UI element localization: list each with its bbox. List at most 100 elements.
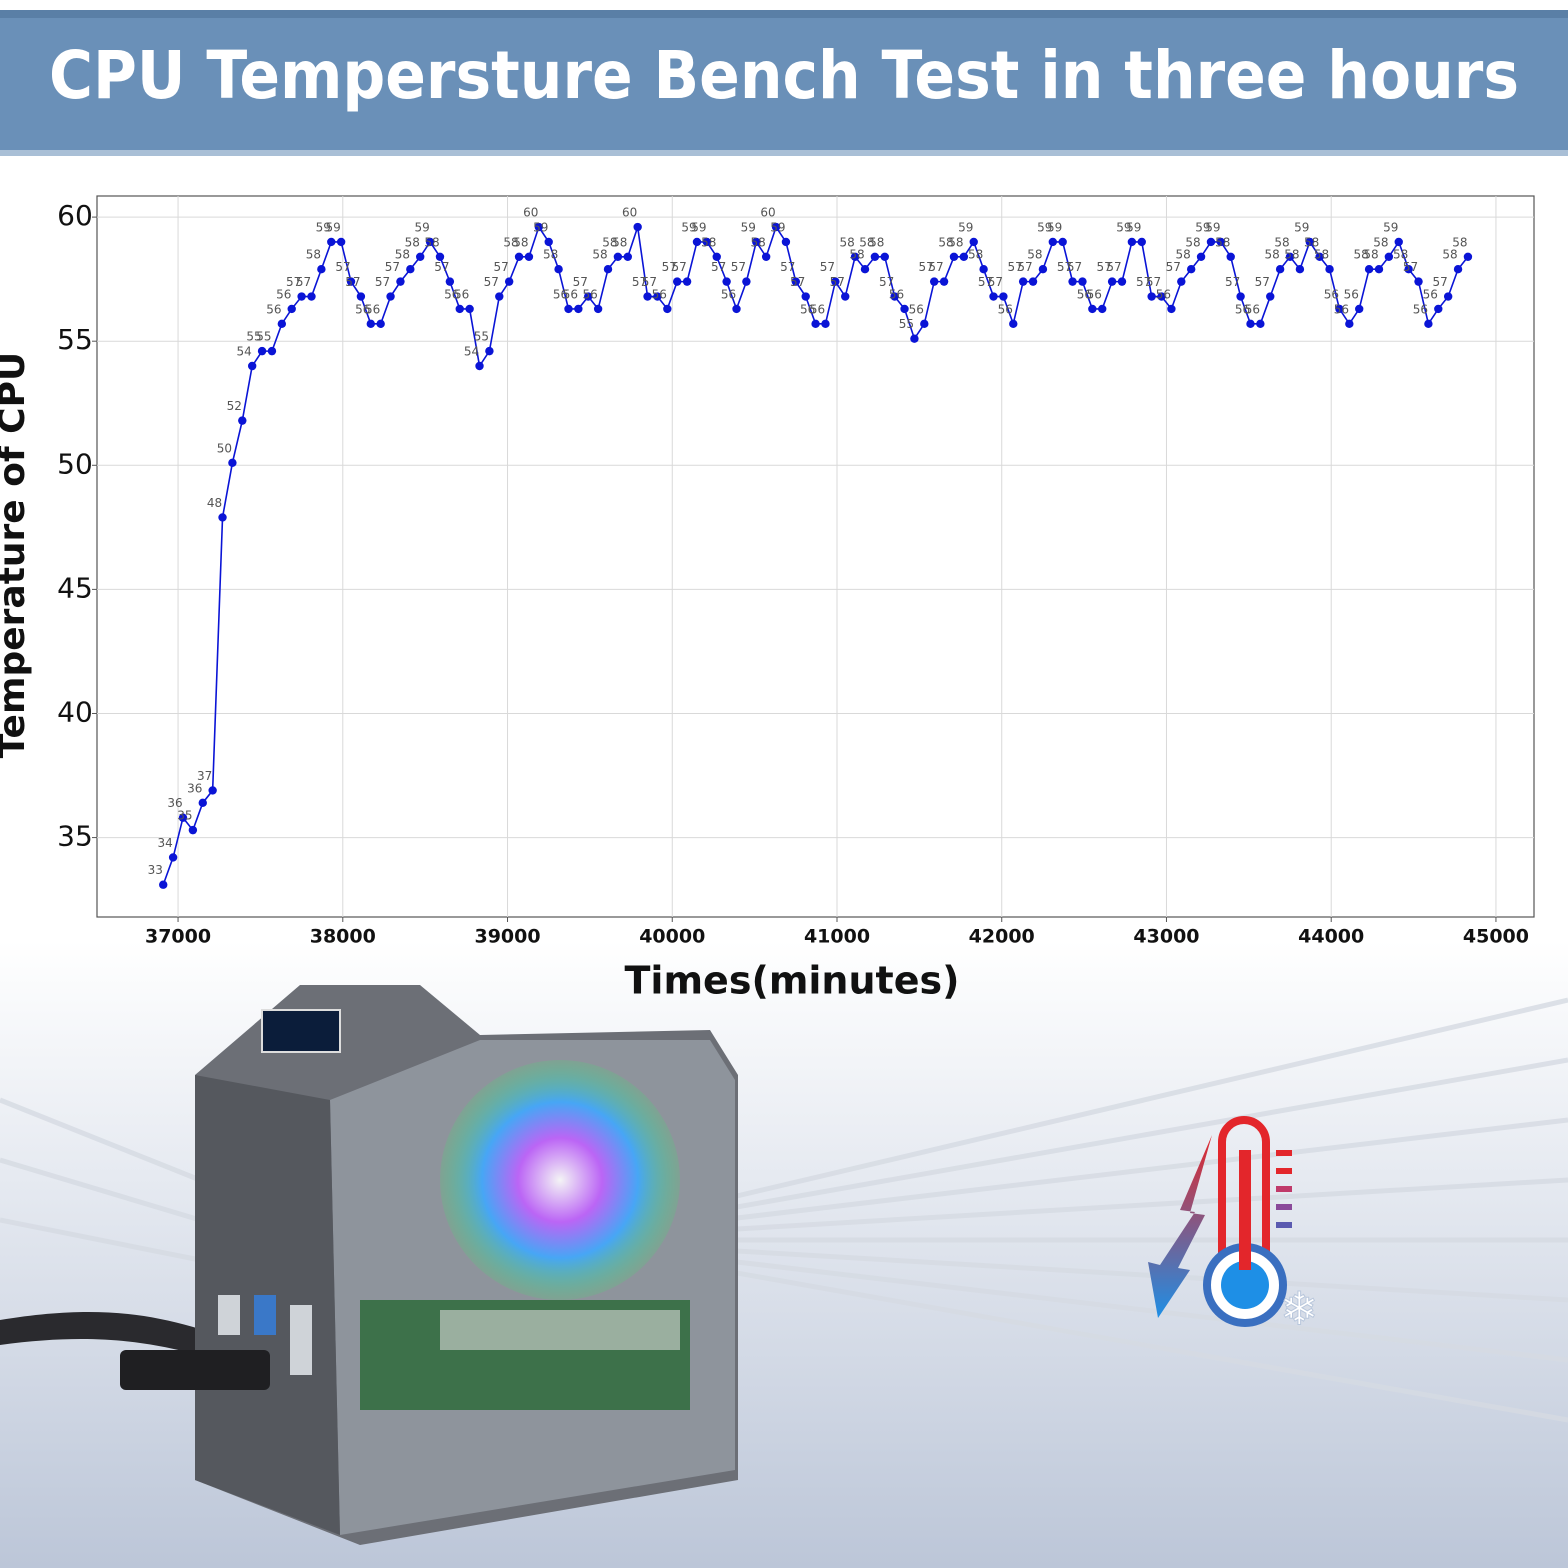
data-label: 56: [1344, 287, 1359, 301]
data-point: [979, 265, 988, 274]
x-tick-label: 45000: [1463, 926, 1529, 948]
y-axis-label: Temperature of CPU: [0, 352, 33, 758]
data-label: 58: [839, 235, 854, 249]
data-point: [702, 237, 712, 247]
data-point: [1295, 265, 1305, 274]
data-label: 50: [217, 441, 232, 455]
data-label: 59: [325, 220, 340, 234]
data-label: 60: [523, 206, 538, 220]
data-label: 58: [602, 235, 617, 249]
data-label: 57: [296, 275, 311, 289]
x-tick-label: 42000: [969, 926, 1035, 948]
data-label: 57: [1067, 260, 1082, 274]
data-label: 58: [1274, 235, 1289, 249]
data-point: [1127, 237, 1137, 247]
data-label: 59: [1037, 220, 1052, 234]
data-label: 56: [652, 287, 667, 301]
data-point: [593, 304, 603, 314]
data-label: 58: [1284, 248, 1299, 262]
data-point: [425, 237, 435, 247]
data-label: 35: [177, 809, 192, 823]
data-point: [603, 265, 613, 274]
plot-area: [96, 195, 1535, 918]
data-point: [514, 252, 524, 262]
data-label: 56: [1077, 287, 1092, 301]
data-label: 57: [1225, 275, 1240, 289]
data-point: [801, 292, 810, 301]
data-point: [722, 277, 731, 286]
data-point: [1028, 277, 1038, 286]
data-label: 54: [464, 345, 479, 359]
air-streaks: [0, 997, 1568, 1423]
data-point: [900, 304, 909, 314]
data-label: 59: [681, 220, 696, 234]
data-point: [584, 292, 593, 301]
data-label: 57: [731, 260, 746, 274]
data-label: 58: [503, 235, 518, 249]
data-label: 60: [760, 206, 775, 220]
snowflake: ❄: [1280, 1282, 1319, 1336]
data-label: 59: [1116, 220, 1131, 234]
data-label: 55: [246, 330, 261, 344]
data-point: [336, 237, 346, 247]
x-tick-label: 43000: [1133, 926, 1199, 948]
data-label: 57: [1146, 275, 1161, 289]
data-label: 57: [662, 260, 677, 274]
data-point: [623, 252, 632, 262]
data-label: 57: [879, 275, 894, 289]
data-label: 58: [968, 248, 983, 262]
data-point: [455, 304, 464, 314]
data-label: 54: [237, 345, 252, 359]
data-label: 59: [958, 220, 973, 234]
x-tick-label: 39000: [474, 926, 540, 948]
data-point: [257, 346, 267, 356]
data-point: [841, 292, 850, 301]
data-label: 57: [434, 260, 449, 274]
data-point: [831, 277, 840, 286]
data-point: [821, 319, 830, 329]
data-label: 58: [849, 248, 864, 262]
data-label: 58: [1393, 248, 1408, 262]
data-point: [465, 304, 474, 314]
data-label: 58: [1264, 248, 1279, 262]
data-label: 33: [148, 863, 163, 877]
data-point: [860, 265, 870, 274]
data-label: 58: [869, 235, 884, 249]
data-label: 57: [1403, 260, 1418, 274]
data-label: 58: [751, 235, 766, 249]
data-label: 58: [1442, 248, 1457, 262]
data-point: [475, 361, 484, 371]
data-point: [297, 292, 306, 301]
data-label: 58: [701, 235, 716, 249]
data-label: 57: [671, 260, 686, 274]
data-label: 59: [316, 220, 331, 234]
data-label: 58: [1176, 248, 1191, 262]
data-label: 58: [513, 235, 528, 249]
data-point: [682, 277, 692, 286]
data-point: [1364, 265, 1374, 274]
data-label: 57: [1106, 260, 1121, 274]
data-label: 56: [800, 302, 815, 316]
data-label: 56: [810, 302, 825, 316]
data-label: 59: [1294, 220, 1309, 234]
data-point: [267, 346, 277, 356]
data-point: [1434, 304, 1443, 314]
data-label: 58: [543, 248, 558, 262]
data-label: 57: [484, 275, 499, 289]
data-point: [890, 292, 899, 301]
data-label: 55: [474, 330, 489, 344]
data-label: 36: [167, 796, 182, 810]
data-label: 56: [1334, 302, 1349, 316]
data-point: [366, 319, 375, 329]
data-label: 57: [335, 260, 350, 274]
data-label: 55: [256, 330, 271, 344]
data-label: 56: [909, 302, 924, 316]
data-label: 57: [1166, 260, 1181, 274]
data-label: 57: [978, 275, 993, 289]
data-point: [781, 237, 791, 247]
data-point: [327, 237, 336, 247]
data-label: 58: [424, 235, 439, 249]
data-point: [218, 513, 227, 522]
data-label: 59: [1195, 220, 1210, 234]
